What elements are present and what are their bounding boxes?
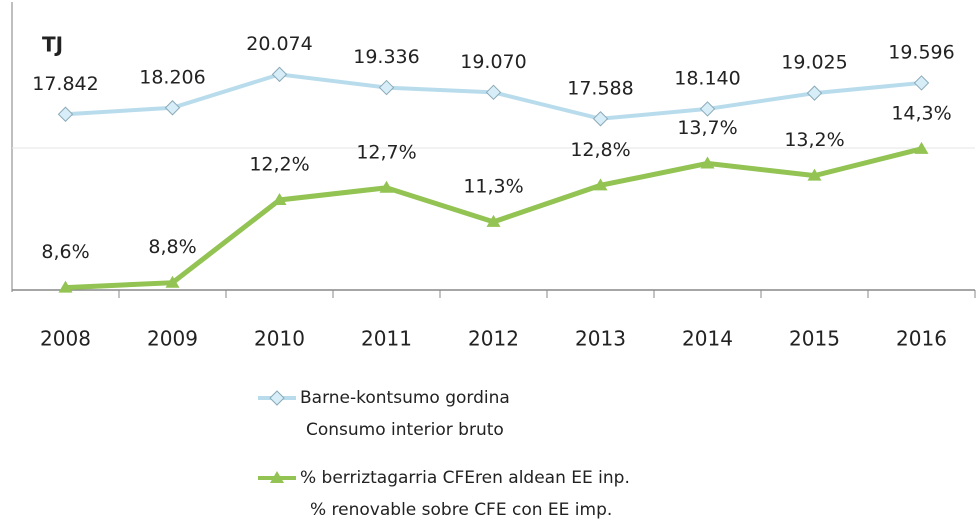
data-label: 12,2% — [249, 153, 309, 175]
data-label: 18.140 — [674, 67, 740, 89]
marker — [913, 75, 930, 91]
marker — [164, 100, 181, 116]
marker — [806, 85, 823, 101]
marker — [271, 66, 288, 83]
legend-label: % berriztagarria CFEren aldean EE inp. — [300, 468, 630, 488]
data-label: 19.070 — [460, 51, 526, 73]
marker — [593, 178, 608, 191]
x-tick-label: 2014 — [682, 327, 733, 351]
legend-marker — [270, 471, 284, 483]
x-tick-label: 2010 — [254, 327, 305, 351]
data-label: 17.842 — [32, 73, 98, 95]
marker — [700, 156, 715, 169]
x-tick-label: 2011 — [361, 327, 412, 351]
legend-label: Consumo interior bruto — [306, 420, 504, 440]
data-label: 8,6% — [41, 241, 89, 263]
axis-unit: TJ — [42, 33, 63, 57]
legend-label: Barne-kontsumo gordina — [300, 388, 510, 408]
data-label: 18.206 — [139, 66, 205, 88]
data-label: 20.074 — [246, 33, 312, 55]
x-tick-label: 2016 — [896, 327, 947, 351]
data-label: 14,3% — [891, 102, 951, 124]
marker — [485, 84, 502, 101]
marker — [272, 192, 287, 205]
x-tick-label: 2008 — [40, 327, 91, 351]
marker — [486, 214, 501, 227]
data-label: 19.336 — [353, 46, 419, 68]
data-label: 17.588 — [567, 77, 633, 99]
legend-label: % renovable sobre CFE con EE imp. — [310, 500, 612, 520]
data-label: 19.596 — [888, 41, 954, 63]
data-label: 8,8% — [148, 236, 196, 258]
data-label: 13,2% — [784, 129, 844, 151]
marker — [699, 101, 716, 117]
x-tick-label: 2013 — [575, 327, 626, 351]
x-tick-label: 2009 — [147, 327, 198, 351]
data-label: 19.025 — [781, 52, 847, 74]
marker — [57, 106, 74, 122]
marker — [914, 141, 929, 154]
x-tick-label: 2015 — [789, 327, 840, 351]
data-label: 12,8% — [570, 139, 630, 161]
x-tick-label: 2012 — [468, 327, 519, 351]
marker — [807, 168, 822, 181]
data-label: 11,3% — [463, 175, 523, 197]
data-label: 12,7% — [356, 141, 416, 163]
marker — [378, 79, 395, 96]
marker — [592, 111, 609, 127]
marker — [58, 280, 73, 293]
data-label: 13,7% — [677, 117, 737, 139]
legend-marker — [269, 390, 285, 406]
marker — [379, 180, 394, 193]
marker — [165, 275, 180, 288]
